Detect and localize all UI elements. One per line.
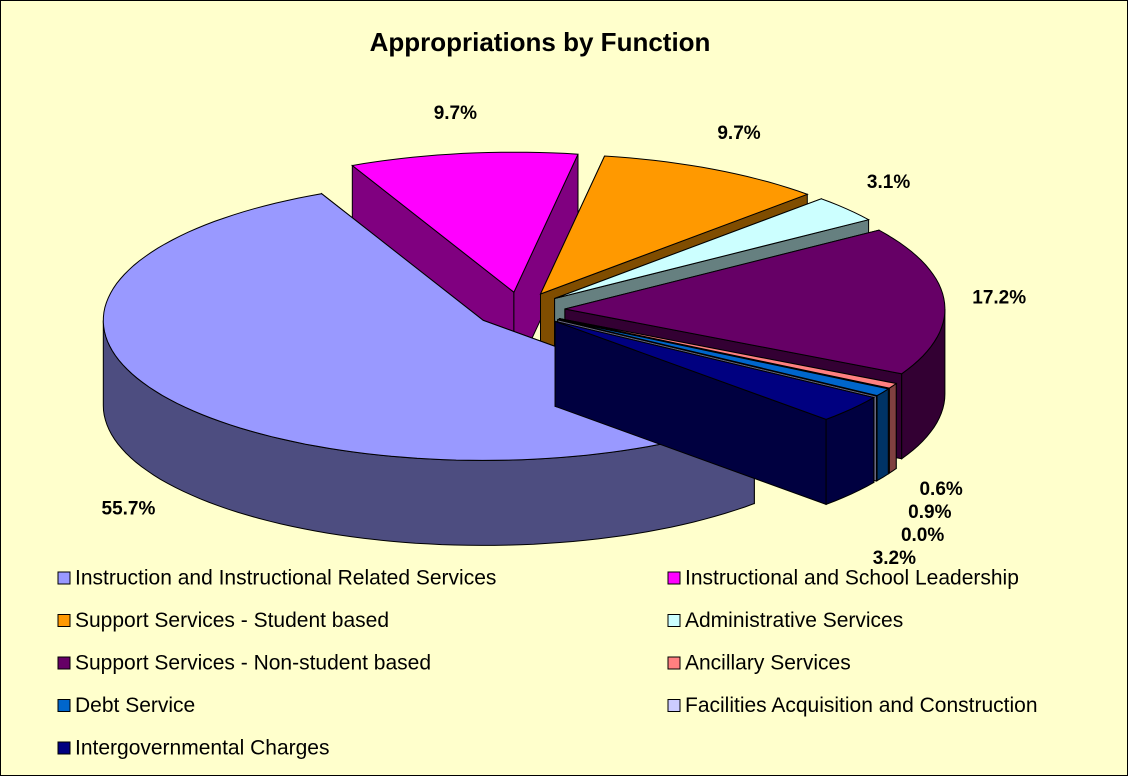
- slice-top: [351, 151, 579, 293]
- legend-swatch: [57, 571, 71, 585]
- data-label: 17.2%: [972, 288, 1026, 309]
- legend-swatch: [57, 656, 71, 670]
- legend-label: Facilities Acquisition and Construction: [685, 694, 1038, 717]
- legend-label: Support Services - Student based: [75, 609, 389, 632]
- slice-top: [558, 318, 890, 397]
- chart-title: Appropriations by Function: [370, 27, 711, 57]
- legend-label: Instructional and School Leadership: [685, 567, 1019, 590]
- legend-label: Support Services - Non-student based: [75, 652, 431, 675]
- legend-label: Instruction and Instructional Related Se…: [75, 567, 496, 590]
- data-label: 0.0%: [901, 525, 944, 546]
- legend-label: Ancillary Services: [685, 652, 851, 675]
- slice-wall: [888, 382, 897, 475]
- legend-swatch: [57, 741, 71, 755]
- data-label: 3.1%: [867, 172, 910, 193]
- slice-top: [557, 319, 877, 397]
- legend-swatch: [667, 699, 681, 712]
- data-label: 55.7%: [102, 499, 156, 520]
- slice-top: [559, 318, 898, 389]
- data-label: 9.7%: [717, 123, 760, 144]
- slice-top: [539, 155, 809, 295]
- legend-swatch: [57, 614, 71, 627]
- data-label: 9.7%: [434, 103, 477, 124]
- slice-wall: [876, 387, 889, 482]
- data-label: 3.2%: [873, 548, 916, 569]
- legend-swatch: [667, 571, 681, 585]
- data-label: 0.9%: [908, 502, 951, 523]
- legend-swatch: [667, 614, 681, 627]
- slice-top: [554, 320, 876, 420]
- data-label: 0.6%: [919, 479, 962, 500]
- slice: [554, 320, 876, 506]
- legend-swatch: [667, 656, 681, 670]
- slice-top: [554, 198, 870, 299]
- legend-label: Debt Service: [75, 694, 195, 717]
- legend-label: Intergovernmental Charges: [75, 737, 329, 760]
- legend-swatch: [57, 699, 71, 712]
- legend-label: Administrative Services: [685, 609, 903, 632]
- slice-top: [564, 229, 946, 375]
